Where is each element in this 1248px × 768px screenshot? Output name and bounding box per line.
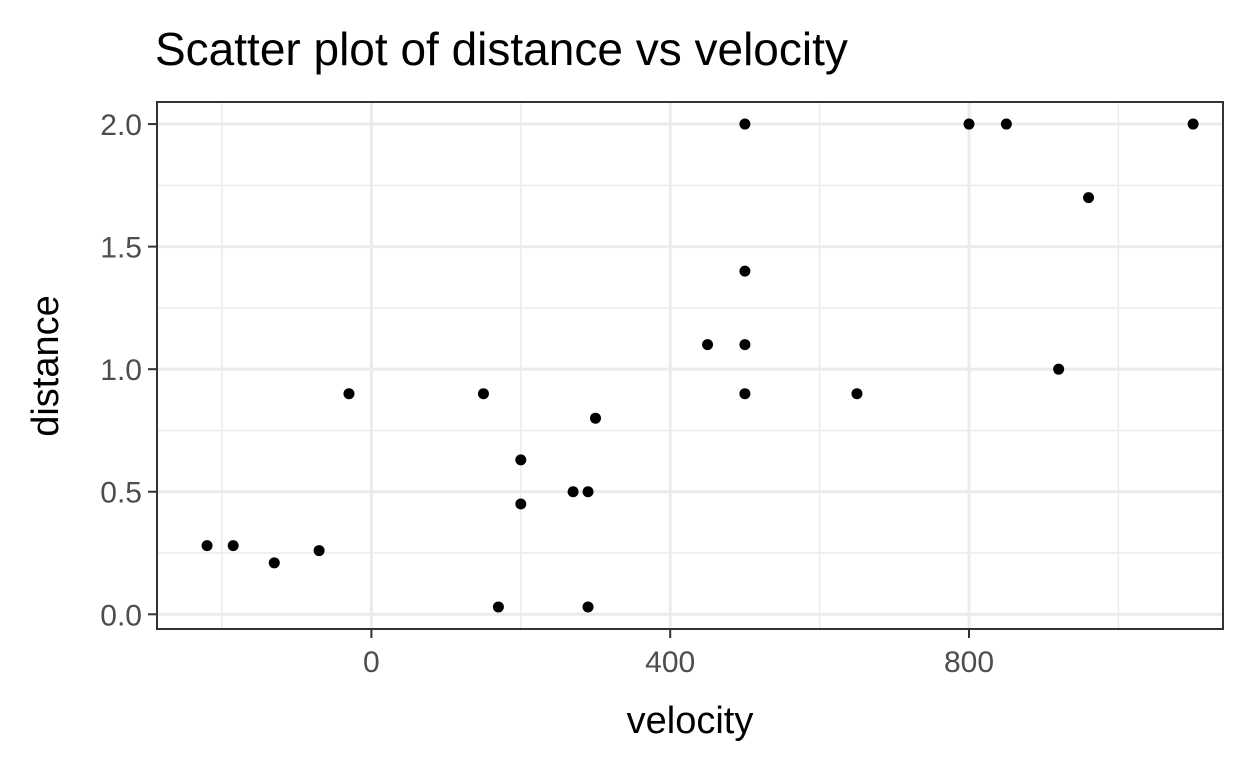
data-point — [702, 339, 714, 351]
data-point — [739, 388, 751, 400]
y-tick-label: 1.0 — [100, 354, 142, 387]
data-point — [1187, 118, 1199, 130]
x-tick-label: 0 — [363, 646, 380, 679]
y-axis-title: distance — [25, 295, 67, 437]
data-point — [739, 118, 751, 130]
data-point — [477, 388, 489, 400]
x-tick-label: 800 — [944, 646, 994, 679]
y-tick-label: 1.5 — [100, 232, 142, 265]
grid-lines — [157, 102, 1223, 629]
data-point — [1053, 363, 1065, 375]
data-point — [492, 601, 504, 613]
data-point — [313, 545, 325, 557]
data-point — [343, 388, 355, 400]
x-tick-label: 400 — [645, 646, 695, 679]
data-points — [201, 118, 1199, 613]
data-point — [1000, 118, 1012, 130]
y-tick-label: 2.0 — [100, 109, 142, 142]
data-point — [1083, 192, 1095, 204]
data-point — [515, 498, 527, 510]
y-tick-label: 0.0 — [100, 599, 142, 632]
x-axis-title: velocity — [627, 700, 754, 742]
data-point — [201, 540, 213, 552]
axes: 0 400 800 0.0 0.5 1.0 1.5 2.0 — [100, 109, 994, 679]
chart-title: Scatter plot of distance vs velocity — [155, 23, 848, 75]
data-point — [268, 557, 280, 569]
data-point — [582, 601, 594, 613]
plot-panel — [157, 102, 1223, 629]
data-point — [590, 412, 602, 424]
data-point — [739, 339, 751, 351]
data-point — [567, 486, 579, 498]
data-point — [227, 540, 239, 552]
panel-border — [156, 101, 1224, 630]
y-tick-label: 0.5 — [100, 477, 142, 510]
data-point — [739, 265, 751, 277]
data-point — [963, 118, 975, 130]
data-point — [582, 486, 594, 498]
data-point — [515, 454, 527, 466]
data-point — [851, 388, 863, 400]
